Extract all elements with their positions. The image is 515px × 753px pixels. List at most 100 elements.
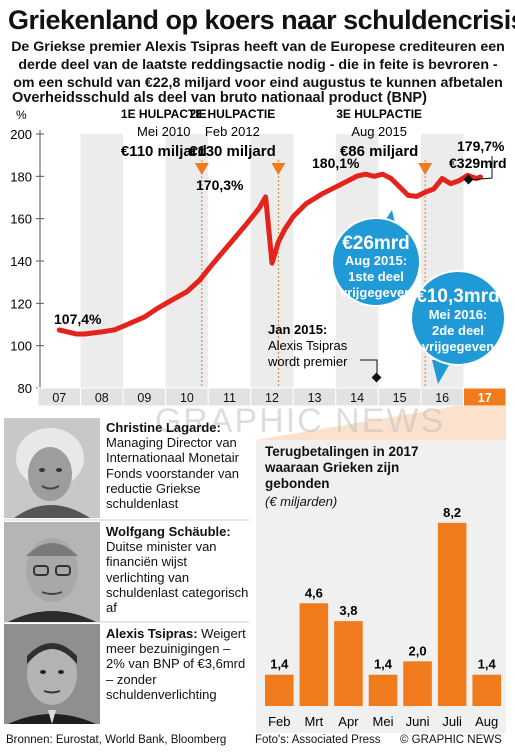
portrait-schauble <box>4 522 100 622</box>
callout-1-amount: €26mrd <box>342 233 410 254</box>
callout-1-line1: Aug 2015: <box>345 253 407 268</box>
bailout-triangle <box>418 163 433 175</box>
event-leader <box>360 359 378 378</box>
peak-2011-label: 170,3% <box>196 177 244 193</box>
person-tsipras: Alexis Tsipras: Weigert meer bezuiniging… <box>4 624 249 724</box>
callout-2-pointer <box>432 360 452 384</box>
repayment-bar <box>299 603 329 706</box>
x-tick-label: 13 <box>308 391 322 405</box>
x-tick-label: 09 <box>137 391 151 405</box>
end-value-leader <box>469 156 493 181</box>
callout-2-bubble <box>410 270 506 366</box>
person-3-text: Weigert meer bezuinigingen – 2% van BNP … <box>106 626 246 702</box>
repayment-value: 3,8 <box>339 603 357 618</box>
repayment-month: Aug <box>475 714 498 729</box>
callout-1-line2: 1ste deel <box>348 269 404 284</box>
x-tick-label: 11 <box>223 391 236 405</box>
bailout-2-date: Feb 2012 <box>205 124 260 139</box>
person-1-name: Christine Lagarde: <box>106 420 221 435</box>
event-text-2: wordt premier <box>267 354 348 369</box>
y-tick-label: 180 <box>10 169 32 184</box>
bailout-label-3: 3E HULPACTIE Aug 2015 €86 miljard <box>336 107 422 160</box>
repayment-value-labels: 1,4 4,6 3,8 1,4 2,0 8,2 1,4 <box>270 505 496 672</box>
x-axis: 07 08 09 10 11 12 13 14 15 16 17 <box>37 387 507 407</box>
bar-chart-title: Terugbetalingen in 2017 waaraan Grieken … <box>265 444 419 491</box>
headline: Griekenland op koers naar schuldencrisis <box>8 5 515 35</box>
repayment-month: Mrt <box>304 714 323 729</box>
x-tick-label: 15 <box>393 391 407 405</box>
bailout-triangle <box>271 163 286 175</box>
footer-photo-credit: Foto's: Associated Press <box>255 734 381 746</box>
repayment-value: 2,0 <box>409 643 427 658</box>
zoom-wedge <box>256 406 506 440</box>
repayment-bar <box>403 661 432 706</box>
repayment-value: 8,2 <box>443 505 461 520</box>
portrait-tsipras <box>4 624 100 724</box>
callout-2-line1: Mei 2016: <box>429 307 488 322</box>
repayment-value: 1,4 <box>374 657 393 672</box>
y-tick-label: 120 <box>10 296 32 311</box>
y-tick-label: 100 <box>10 339 32 354</box>
y-axis: % 80 100 120 140 160 180 200 <box>10 108 44 396</box>
x-tick-label: 16 <box>435 391 449 405</box>
watermark: GRAPHIC NEWS <box>155 402 445 440</box>
photo-schauble <box>4 522 100 622</box>
start-value-label: 107,4% <box>54 311 102 327</box>
photo-tsipras <box>4 624 100 724</box>
repayment-bar <box>437 522 467 706</box>
repayment-value: 1,4 <box>478 657 497 672</box>
person-3-name: Alexis Tsipras: <box>106 626 198 641</box>
peak-2014-label: 180,1% <box>312 155 360 171</box>
bailout-label-2: 2E HULPACTIE Feb 2012 €130 miljard <box>189 107 276 160</box>
person-2-name: Wolfgang Schäuble: <box>106 524 231 539</box>
x-tick-label: 14 <box>350 391 364 405</box>
repayment-bar <box>368 674 398 706</box>
portrait-lagarde <box>4 418 100 518</box>
repayment-month: Feb <box>268 714 290 729</box>
bailout-label-1: 1E HULPACTIE Mei 2010 €110 miljard <box>121 107 207 160</box>
photo-lagarde <box>4 418 100 518</box>
footer-sources: Bronnen: Eurostat, World Bank, Bloomberg <box>6 734 227 746</box>
x-tick-label: 17 <box>478 391 492 405</box>
year-band <box>80 134 124 388</box>
x-tick-label: 08 <box>95 391 109 405</box>
deck-text: De Griekse premier Alexis Tsipras heeft … <box>11 39 505 91</box>
person-2-text: Duitse minister van financiën wijst verl… <box>106 539 249 616</box>
callout-aug-2015: €26mrd Aug 2015: 1ste deel vrijgegeven <box>331 210 421 307</box>
x-tick-label: 12 <box>265 391 279 405</box>
repayment-month: Juli <box>442 714 462 729</box>
y-tick-label: 160 <box>10 212 32 227</box>
bailout-3-title: 3E HULPACTIE <box>336 107 422 121</box>
end-value-marker <box>463 174 474 185</box>
repayment-value: 1,4 <box>270 657 289 672</box>
repayment-bar <box>265 674 294 706</box>
y-tick-label: 140 <box>10 254 32 269</box>
event-marker <box>371 372 382 383</box>
y-tick-label: 200 <box>10 127 32 142</box>
callout-2-line2: 2de deel <box>432 323 484 338</box>
bar-chart-subtitle: (€ miljarden) <box>265 494 338 509</box>
repayment-month: Juni <box>406 714 430 729</box>
bailout-2-amount: €130 miljard <box>189 143 276 160</box>
bailout-3-amount: €86 miljard <box>340 143 418 160</box>
callout-1-line3: vrijgegeven <box>340 285 412 300</box>
person-schauble: Wolfgang Schäuble: Duitse minister van f… <box>4 522 249 622</box>
event-label: Jan 2015: <box>268 322 327 337</box>
repayment-bar <box>472 674 501 706</box>
repayment-month: Apr <box>338 714 359 729</box>
bailout-3-date: Aug 2015 <box>351 124 407 139</box>
repayment-month: Mei <box>373 714 394 729</box>
bailout-1-amount: €110 miljard <box>121 143 207 160</box>
x-axis-cell <box>462 387 507 407</box>
person-1-text: Managing Director van Internationaal Mon… <box>106 435 239 512</box>
bailout-1-date: Mei 2010 <box>137 124 190 139</box>
repayment-month-labels: Feb Mrt Apr Mei Juni Juli Aug <box>268 714 498 729</box>
repayment-value: 4,6 <box>305 585 323 600</box>
x-tick-label: 07 <box>52 391 66 405</box>
callout-may-2016: €10,3mrd Mei 2016: 2de deel vrijgegeven <box>410 270 506 384</box>
person-lagarde: Christine Lagarde: Managing Director van… <box>4 418 249 518</box>
year-band <box>165 134 209 388</box>
bailout-triangle <box>194 163 209 175</box>
footer-logo: © GRAPHIC NEWS <box>400 734 502 746</box>
